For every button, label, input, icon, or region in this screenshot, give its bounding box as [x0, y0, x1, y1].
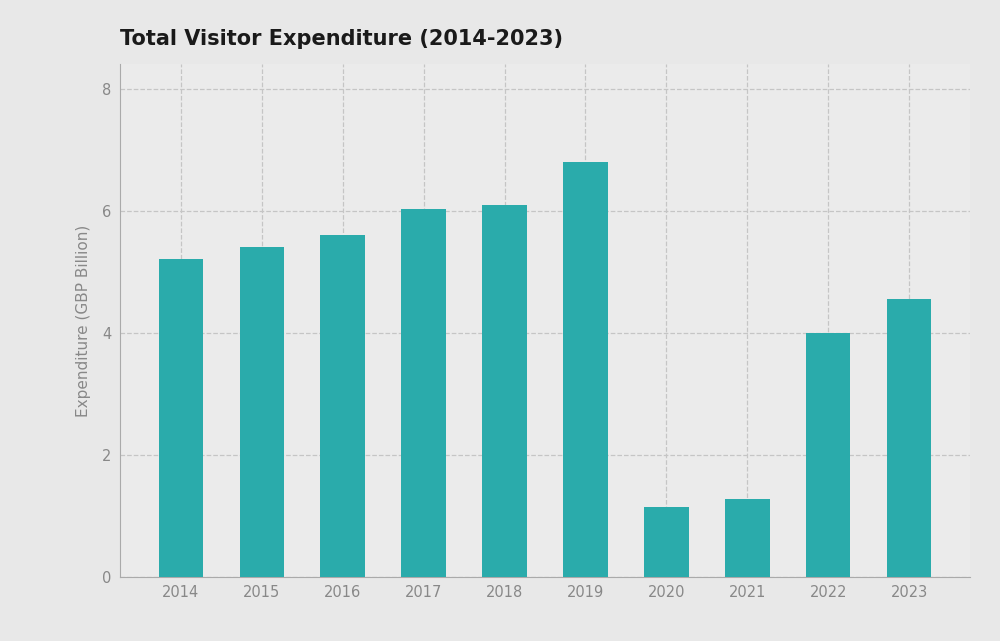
Bar [725, 499, 770, 577]
Bar [320, 235, 365, 577]
Bar [482, 204, 527, 577]
Bar [563, 162, 608, 577]
Bar [806, 333, 850, 577]
Text: Total Visitor Expenditure (2014-2023): Total Visitor Expenditure (2014-2023) [120, 29, 563, 49]
Bar [887, 299, 931, 577]
Y-axis label: Expenditure (GBP Billion): Expenditure (GBP Billion) [76, 224, 91, 417]
Bar [159, 260, 203, 577]
Bar [644, 506, 689, 577]
Bar [401, 210, 446, 577]
Bar [240, 247, 284, 577]
